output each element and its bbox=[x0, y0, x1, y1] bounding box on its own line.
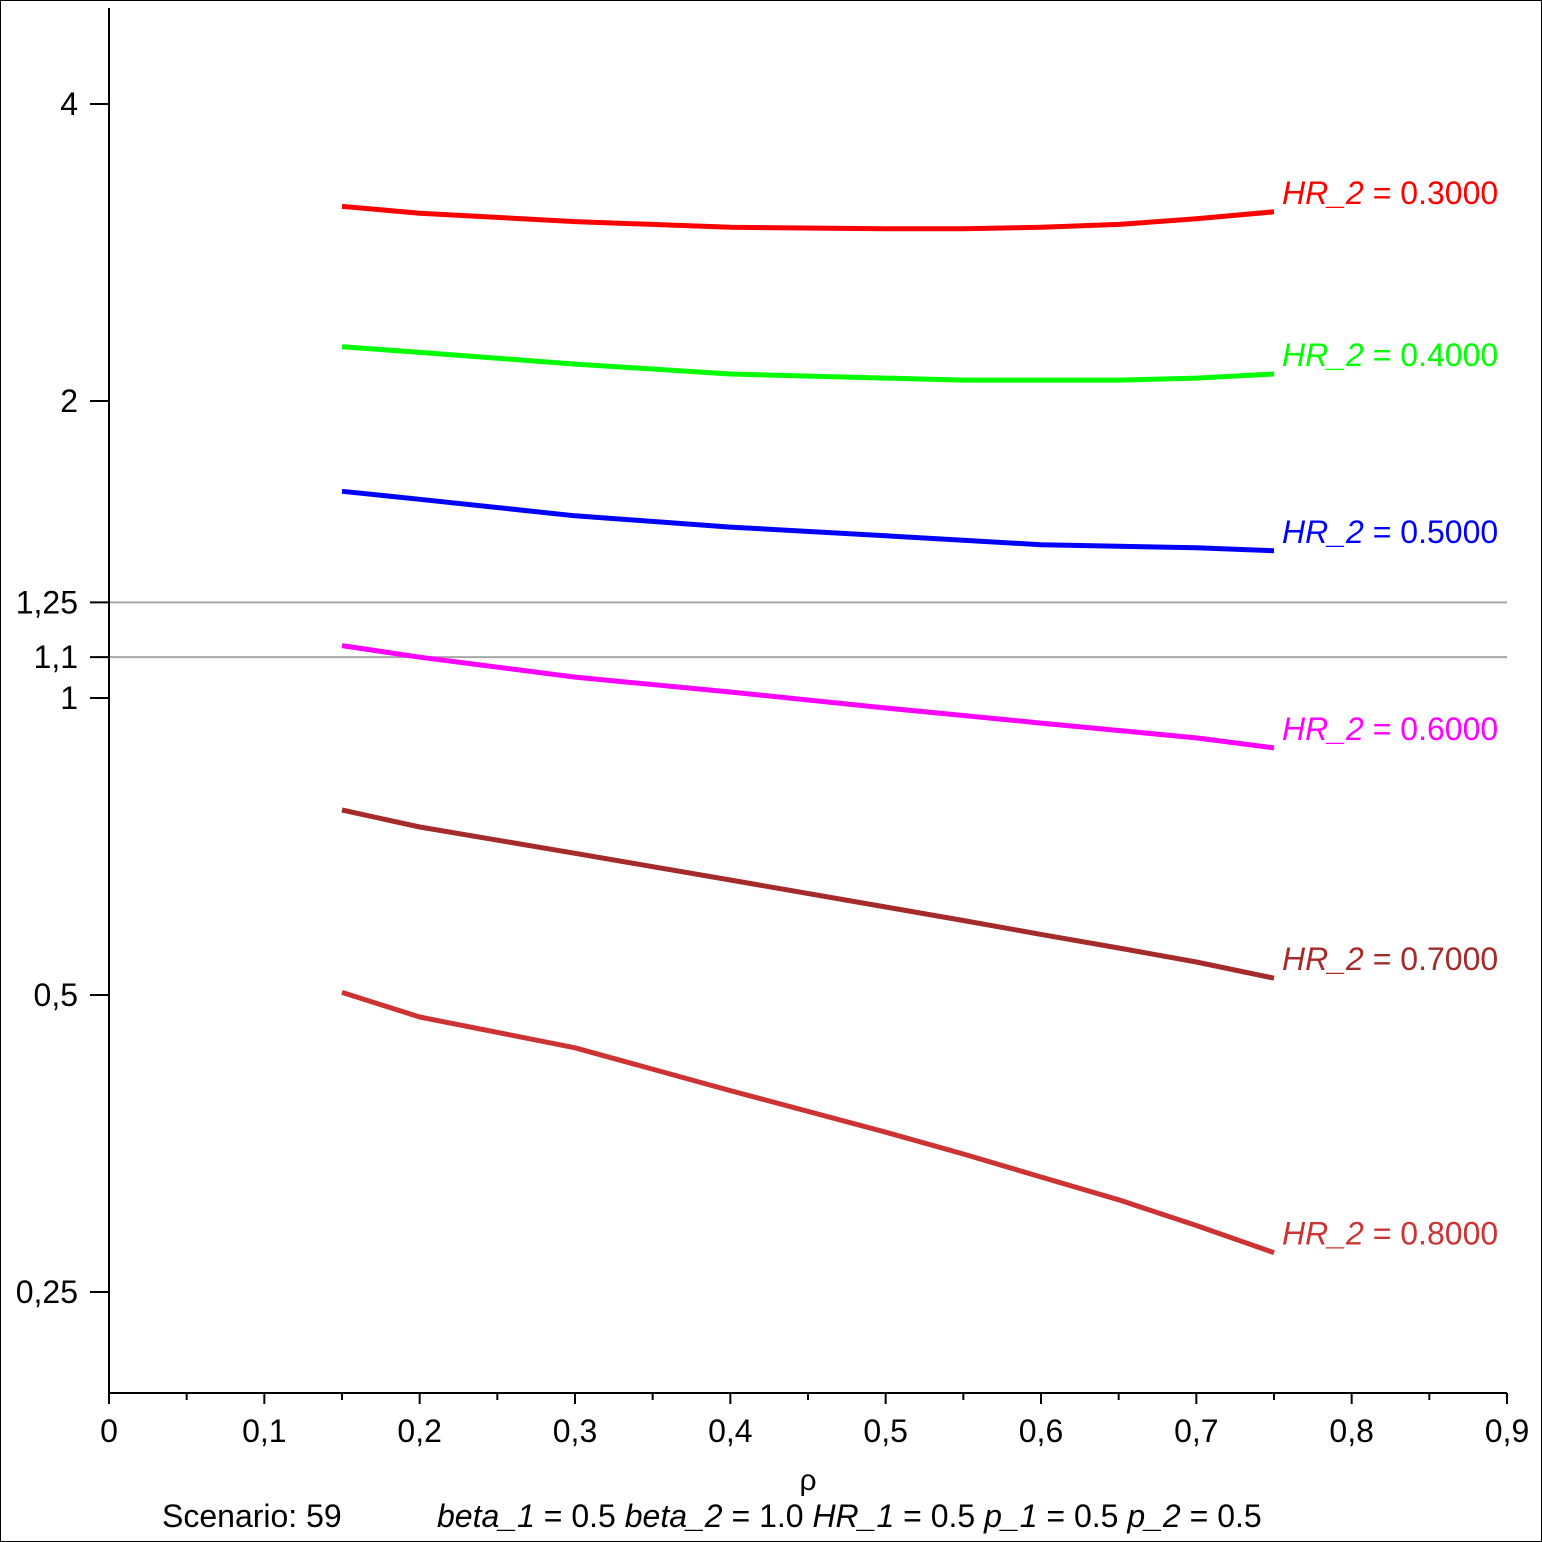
series-group bbox=[341, 203, 1275, 1256]
y-tick-label: 1 bbox=[60, 680, 78, 716]
series-line bbox=[341, 990, 1275, 1256]
x-tick-label: 0 bbox=[100, 1413, 118, 1449]
series-line bbox=[341, 488, 1275, 554]
x-axis-label: ρ bbox=[799, 1464, 816, 1497]
x-tick-label: 0,9 bbox=[1485, 1413, 1529, 1449]
series-line bbox=[341, 807, 1275, 981]
series-line bbox=[341, 203, 1275, 232]
series-label: HR_2 = 0.6000 bbox=[1282, 711, 1498, 747]
y-tick-label: 0,25 bbox=[16, 1274, 78, 1310]
series-line bbox=[341, 643, 1275, 751]
x-tick-label: 0,7 bbox=[1174, 1413, 1218, 1449]
series-label: HR_2 = 0.4000 bbox=[1282, 337, 1498, 373]
y-tick-label: 0,5 bbox=[34, 977, 78, 1013]
series-labels: HR_2 = 0.3000 HR_2 = 0.4000 HR_2 = 0.5000 H… bbox=[1282, 175, 1498, 1252]
x-tick-label: 0,8 bbox=[1329, 1413, 1373, 1449]
x-tick-label: 0,4 bbox=[708, 1413, 752, 1449]
y-tick-label: 1,1 bbox=[34, 639, 78, 675]
x-tick-label: 0,1 bbox=[242, 1413, 286, 1449]
series-line bbox=[341, 344, 1275, 383]
series-label: HR_2 = 0.3000 bbox=[1282, 175, 1498, 211]
x-tick-label: 0,3 bbox=[553, 1413, 597, 1449]
y-tick-label: 2 bbox=[60, 383, 78, 419]
reference-lines bbox=[109, 601, 1507, 659]
x-ticks: 0 0,1 0,2 0,3 0,4 0,5 0,6 0,7 0,8 0,9 bbox=[100, 1393, 1529, 1449]
series-label: HR_2 = 0.5000 bbox=[1282, 514, 1498, 550]
y-tick-label: 1,25 bbox=[16, 584, 78, 620]
parameters-label: beta_1 = 0.5 beta_2 = 1.0 HR_1 = 0.5 p_1… bbox=[437, 1498, 1262, 1534]
scenario-label: Scenario: 59 bbox=[162, 1498, 342, 1534]
y-ticks: 4 2 1,25 1,1 1 0,5 0,25 bbox=[16, 86, 109, 1310]
series-label: HR_2 = 0.7000 bbox=[1282, 941, 1498, 977]
x-tick-label: 0,5 bbox=[863, 1413, 907, 1449]
x-tick-label: 0,6 bbox=[1019, 1413, 1063, 1449]
series-label: HR_2 = 0.8000 bbox=[1282, 1216, 1498, 1252]
x-tick-label: 0,2 bbox=[397, 1413, 441, 1449]
y-tick-label: 4 bbox=[60, 86, 78, 122]
